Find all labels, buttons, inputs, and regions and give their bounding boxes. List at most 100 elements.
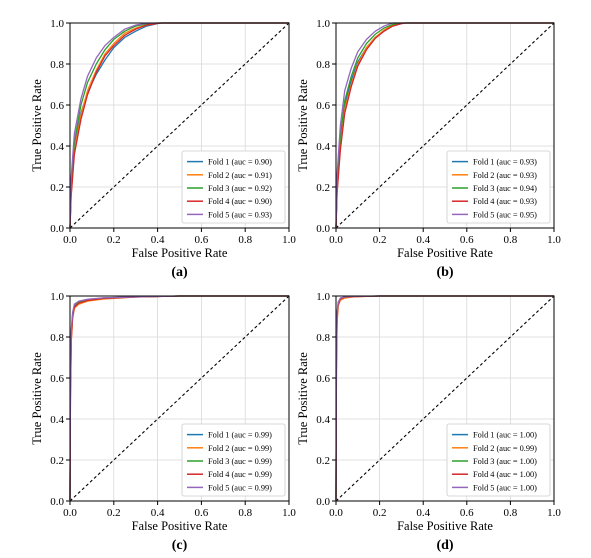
y-tick-label: 1.0 [316,18,330,30]
x-tick-label: 1.0 [547,507,561,519]
x-tick-label: 0.8 [238,507,252,519]
y-tick-label: 0.6 [50,100,64,112]
legend: Fold 1 (auc = 0.93) Fold 2 (auc = 0.93) Fo… [446,150,551,224]
y-tick-label: 0.4 [50,414,64,426]
legend-label: Fold 3 (auc = 1.00) [473,457,537,466]
legend-box [181,150,286,224]
legend: Fold 1 (auc = 0.99) Fold 2 (auc = 0.99) Fo… [181,423,286,497]
legend-label: Fold 2 (auc = 0.93) [473,171,537,180]
chance-diagonal-line [335,295,555,502]
plot-frame [335,22,555,229]
chance-diagonal-line [335,22,555,229]
legend-label: Fold 4 (auc = 0.90) [208,197,272,206]
plot-frame [69,295,290,502]
x-tick-label: 0.4 [151,234,165,246]
y-tick-label: 0.8 [316,332,330,344]
y-tick-label: 0.6 [316,373,330,385]
roc-curve-fold-5 [335,22,554,229]
y-tick-label: 1.0 [50,18,64,30]
y-tick-label: 0.4 [316,414,330,426]
legend-label: Fold 1 (auc = 0.90) [208,158,272,167]
x-tick-label: 0.2 [373,234,387,246]
x-axis-label: False Positive Rate [132,519,228,533]
legend-label: Fold 1 (auc = 1.00) [473,431,537,440]
x-tick-label: 0.6 [195,507,209,519]
y-tick-label: 0.8 [50,332,64,344]
legend-label: Fold 3 (auc = 0.94) [473,184,537,193]
legend-label: Fold 5 (auc = 0.93) [208,210,272,219]
x-axis-label: False Positive Rate [397,519,493,533]
x-tick-label: 0.8 [504,234,518,246]
roc-curve-fold-5 [69,295,289,502]
x-tick-label: 0.8 [504,507,518,519]
plot-frame [335,295,555,502]
legend-label: Fold 4 (auc = 1.00) [473,470,537,479]
y-tick-label: 1.0 [316,291,330,303]
x-tick-label: 0.6 [195,234,209,246]
x-tick-label: 1.0 [547,234,561,246]
y-axis-label: True Positive Rate [296,79,310,172]
x-tick-label: 0.2 [107,507,121,519]
y-tick-label: 1.0 [50,291,64,303]
y-tick-label: 0.0 [50,496,64,508]
panel-label: (c) [172,538,188,553]
chance-diagonal-line [69,295,290,502]
panel-label: (b) [436,265,453,280]
legend-box [181,423,286,497]
x-tick-label: 0.0 [63,234,77,246]
y-tick-label: 0.4 [50,141,64,153]
y-tick-label: 0.6 [316,100,330,112]
x-tick-label: 1.0 [282,507,296,519]
x-tick-label: 0.0 [63,507,77,519]
roc-panel-1: 0.0 0.2 0.4 0.6 0.8 1.0 0.0 0.2 0.4 0.6 0.8 1.0 Fals… [30,18,296,280]
y-tick-label: 0.2 [316,455,330,467]
plot-frame [69,22,290,229]
legend-label: Fold 5 (auc = 0.95) [473,210,537,219]
x-tick-label: 0.0 [329,507,343,519]
x-axis-label: False Positive Rate [132,246,228,260]
x-axis-label: False Positive Rate [397,246,493,260]
legend-label: Fold 2 (auc = 0.91) [208,171,272,180]
x-tick-label: 0.0 [329,234,343,246]
legend-label: Fold 4 (auc = 0.99) [208,470,272,479]
roc-panel-3: 0.0 0.2 0.4 0.6 0.8 1.0 0.0 0.2 0.4 0.6 0.8 1.0 Fals… [30,291,296,553]
legend-label: Fold 1 (auc = 0.93) [473,158,537,167]
panel-label: (d) [436,538,453,553]
x-tick-label: 1.0 [282,234,296,246]
x-tick-label: 0.4 [416,507,430,519]
y-tick-label: 0.0 [316,496,330,508]
y-axis-label: True Positive Rate [30,352,44,445]
legend-label: Fold 4 (auc = 0.93) [473,197,537,206]
legend-label: Fold 1 (auc = 0.99) [208,431,272,440]
panel-label: (a) [171,265,188,280]
y-tick-label: 0.2 [50,455,64,467]
legend-box [446,150,551,224]
legend-label: Fold 5 (auc = 1.00) [473,483,537,492]
y-tick-label: 0.8 [316,59,330,71]
x-tick-label: 0.6 [460,507,474,519]
x-tick-label: 0.6 [460,234,474,246]
chance-diagonal-line [69,22,290,229]
y-tick-label: 0.0 [50,223,64,235]
y-tick-label: 0.2 [50,182,64,194]
legend-label: Fold 2 (auc = 0.99) [208,444,272,453]
y-tick-label: 0.6 [50,373,64,385]
roc-panel-2: 0.0 0.2 0.4 0.6 0.8 1.0 0.0 0.2 0.4 0.6 0.8 1.0 Fals… [296,18,561,280]
x-tick-label: 0.4 [151,507,165,519]
legend: Fold 1 (auc = 1.00) Fold 2 (auc = 0.99) Fo… [446,423,551,497]
y-tick-label: 0.8 [50,59,64,71]
y-tick-label: 0.0 [316,223,330,235]
y-tick-label: 0.4 [316,141,330,153]
legend: Fold 1 (auc = 0.90) Fold 2 (auc = 0.91) Fo… [181,150,286,224]
y-axis-label: True Positive Rate [296,352,310,445]
y-axis-label: True Positive Rate [30,79,44,172]
x-tick-label: 0.2 [107,234,121,246]
x-tick-label: 0.8 [238,234,252,246]
roc-panel-4: 0.0 0.2 0.4 0.6 0.8 1.0 0.0 0.2 0.4 0.6 0.8 1.0 Fals… [296,291,561,553]
legend-label: Fold 3 (auc = 0.99) [208,457,272,466]
x-tick-label: 0.2 [373,507,387,519]
legend-label: Fold 3 (auc = 0.92) [208,184,272,193]
roc-curve-fold-3 [335,22,554,229]
legend-box [446,423,551,497]
